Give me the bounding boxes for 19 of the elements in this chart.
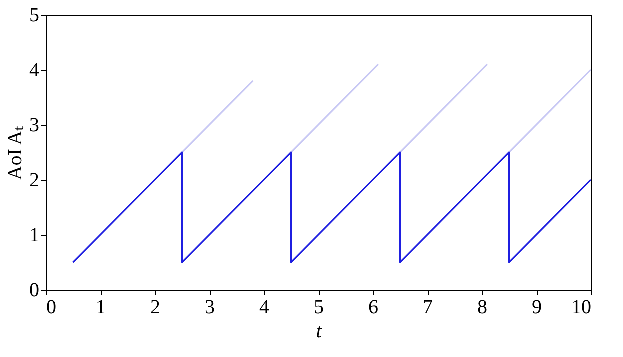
- x-tick-label: 6: [368, 296, 378, 318]
- x-tick-label: 4: [260, 296, 270, 318]
- x-axis-title: t: [316, 320, 322, 342]
- y-tick-label: 3: [30, 114, 40, 136]
- x-tick-label: 2: [150, 296, 160, 318]
- y-axis-title: AoI Aₜ: [4, 126, 26, 180]
- y-tick-label: 4: [30, 60, 40, 82]
- x-tick-label: 0: [46, 296, 56, 318]
- y-tick-label: 2: [30, 170, 40, 192]
- y-tick-label: 0: [30, 280, 40, 302]
- x-tick-label: 8: [478, 296, 488, 318]
- y-tick-label: 5: [30, 4, 40, 26]
- x-tick-label: 9: [532, 296, 542, 318]
- x-tick-label: 5: [314, 296, 324, 318]
- x-tick-label: 7: [423, 296, 433, 318]
- x-tick-label: 10: [572, 296, 592, 318]
- y-tick-label: 1: [30, 224, 40, 246]
- x-tick-label: 3: [205, 296, 215, 318]
- x-tick-label: 1: [96, 296, 106, 318]
